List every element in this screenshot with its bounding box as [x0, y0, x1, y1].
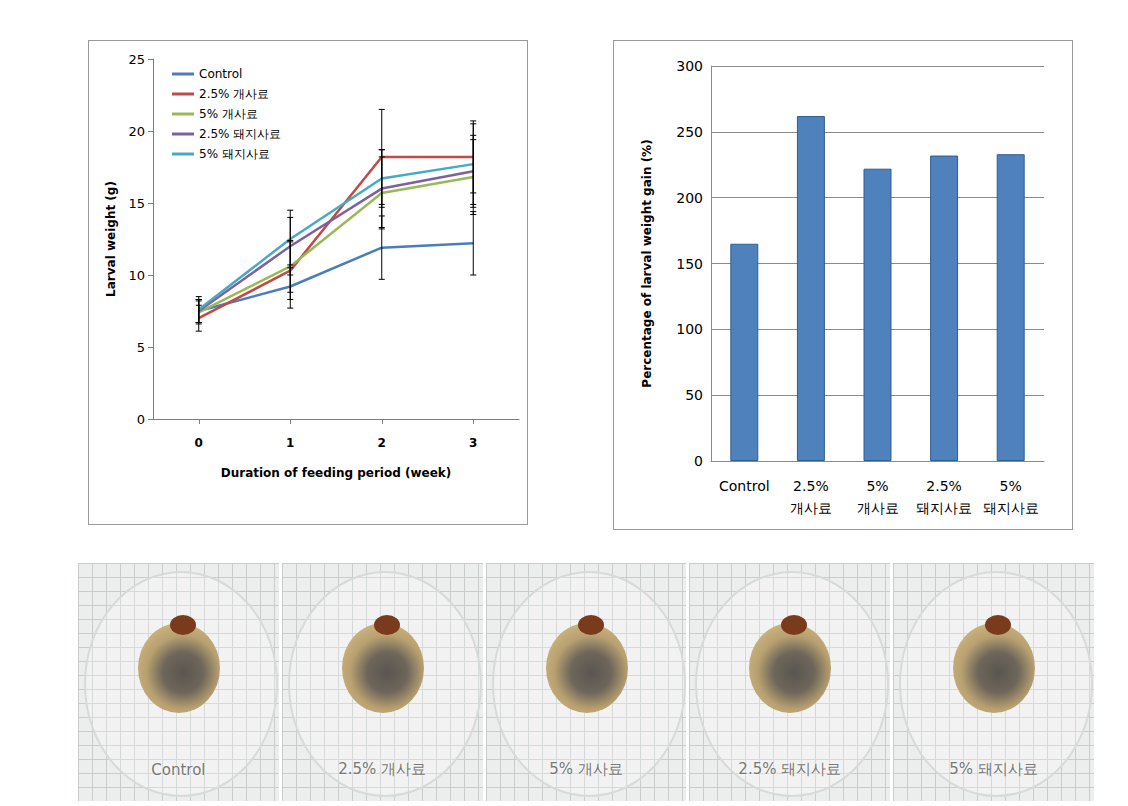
svg-text:0: 0 — [195, 436, 203, 450]
svg-text:3: 3 — [469, 436, 477, 450]
svg-text:300: 300 — [676, 58, 703, 74]
svg-text:5% 돼지사료: 5% 돼지사료 — [199, 147, 270, 161]
svg-text:100: 100 — [676, 321, 703, 337]
svg-text:2.5% 돼지사료: 2.5% 돼지사료 — [199, 127, 281, 141]
svg-text:Control: Control — [719, 478, 770, 494]
svg-text:5%: 5% — [866, 478, 888, 494]
svg-text:5% 개사료: 5% 개사료 — [199, 107, 258, 121]
svg-text:2.5%: 2.5% — [926, 478, 962, 494]
svg-text:Duration of feeding period (we: Duration of feeding period (week) — [221, 466, 452, 480]
svg-text:2: 2 — [378, 436, 386, 450]
html-text:2.5% 개사료: 2.5% 개사료 — [338, 760, 427, 778]
svg-text:1: 1 — [286, 436, 294, 450]
svg-text:Control: Control — [199, 67, 242, 81]
svg-text:5%: 5% — [1000, 478, 1022, 494]
svg-text:0: 0 — [694, 453, 703, 469]
html-text:5% 돼지사료: 5% 돼지사료 — [949, 760, 1038, 778]
html-text:5% 개사료: 5% 개사료 — [549, 760, 623, 778]
svg-text:2.5% 개사료: 2.5% 개사료 — [199, 87, 269, 101]
svg-text:20: 20 — [128, 124, 145, 139]
svg-text:10: 10 — [128, 268, 145, 283]
svg-text:5: 5 — [137, 340, 145, 355]
svg-text:Percentage of larval weight ga: Percentage of larval weight gain (%) — [640, 139, 654, 387]
html-text:Control: Control — [151, 761, 206, 779]
svg-text:50: 50 — [685, 387, 703, 403]
svg-text:개사료: 개사료 — [790, 500, 832, 516]
svg-text:150: 150 — [676, 256, 703, 272]
svg-text:25: 25 — [128, 52, 145, 67]
svg-text:돼지사료: 돼지사료 — [983, 500, 1039, 516]
svg-text:돼지사료: 돼지사료 — [916, 500, 972, 516]
svg-text:200: 200 — [676, 190, 703, 206]
svg-text:Larval weight (g): Larval weight (g) — [104, 181, 118, 297]
svg-text:15: 15 — [128, 196, 145, 211]
svg-text:0: 0 — [137, 412, 145, 427]
svg-text:2.5%: 2.5% — [793, 478, 829, 494]
svg-text:개사료: 개사료 — [857, 500, 899, 516]
svg-text:250: 250 — [676, 124, 703, 140]
html-text:2.5% 돼지사료: 2.5% 돼지사료 — [738, 760, 842, 778]
